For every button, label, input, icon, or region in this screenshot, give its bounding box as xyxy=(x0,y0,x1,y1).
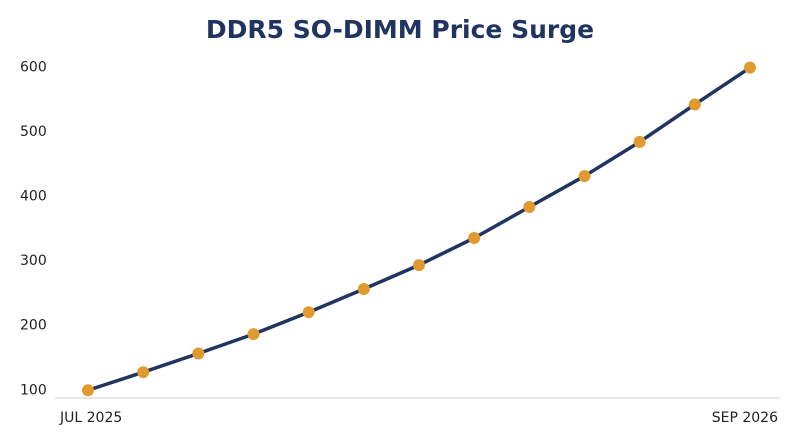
marker xyxy=(247,328,260,341)
y-tick-label: 100 xyxy=(20,382,47,398)
marker xyxy=(523,201,536,214)
y-tick-label: 500 xyxy=(20,124,47,140)
marker xyxy=(688,98,701,111)
y-tick-label: 600 xyxy=(20,60,47,76)
marker xyxy=(82,384,94,397)
marker xyxy=(744,61,756,74)
marker xyxy=(192,347,205,360)
marker xyxy=(302,306,315,319)
marker xyxy=(137,366,150,379)
y-tick-label: 200 xyxy=(20,318,47,334)
marker xyxy=(578,170,591,183)
marker xyxy=(413,259,425,272)
chart-title: DDR5 SO-DIMM Price Surge xyxy=(206,15,594,44)
y-tick-label: 300 xyxy=(20,253,47,269)
x-tick-label: JUL 2025 xyxy=(59,410,122,426)
y-tick-label: 400 xyxy=(20,189,47,205)
marker xyxy=(633,135,646,148)
marker xyxy=(357,282,370,295)
line xyxy=(87,66,751,392)
x-tick-label: SEP 2026 xyxy=(712,410,778,426)
marker xyxy=(468,232,481,244)
